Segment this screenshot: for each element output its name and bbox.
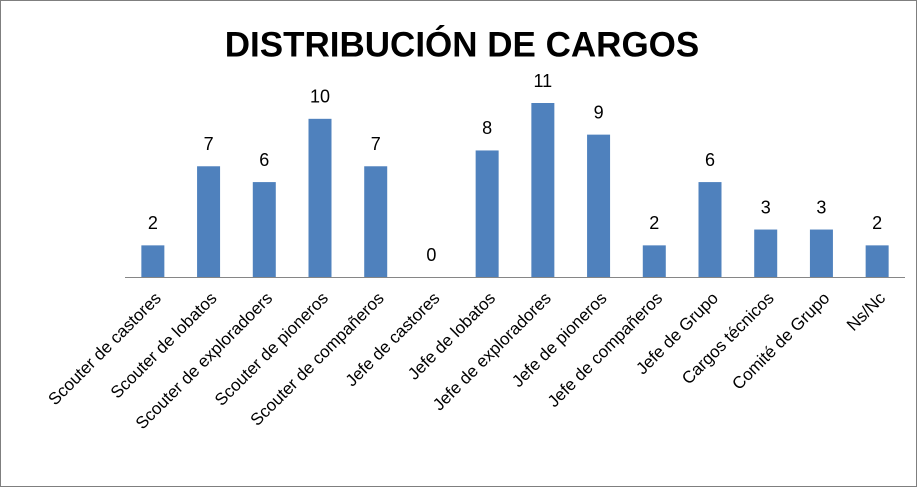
value-label: 6 (705, 150, 715, 170)
bar (141, 245, 165, 277)
value-label: 11 (534, 71, 553, 91)
bar (642, 245, 666, 277)
value-label: 3 (816, 197, 826, 217)
value-label: 8 (482, 118, 492, 138)
value-label: 10 (310, 87, 330, 107)
value-label: 7 (204, 134, 214, 154)
bar (698, 182, 722, 277)
chart-title: DISTRIBUCIÓN DE CARGOS (225, 24, 699, 64)
value-label: 2 (148, 213, 158, 233)
bar (308, 118, 332, 278)
bar (587, 134, 611, 277)
bar (809, 229, 833, 277)
bar (754, 229, 778, 277)
bar (252, 182, 276, 277)
value-label: 7 (371, 134, 381, 154)
bar (865, 245, 889, 277)
value-label: 2 (649, 213, 659, 233)
bar (531, 103, 555, 277)
bar (364, 166, 388, 277)
value-label: 0 (426, 245, 436, 265)
value-label: 6 (259, 150, 269, 170)
value-label: 3 (761, 197, 771, 217)
bar (197, 166, 221, 277)
bar (475, 150, 499, 277)
value-label: 9 (594, 102, 604, 122)
value-label: 2 (872, 213, 882, 233)
